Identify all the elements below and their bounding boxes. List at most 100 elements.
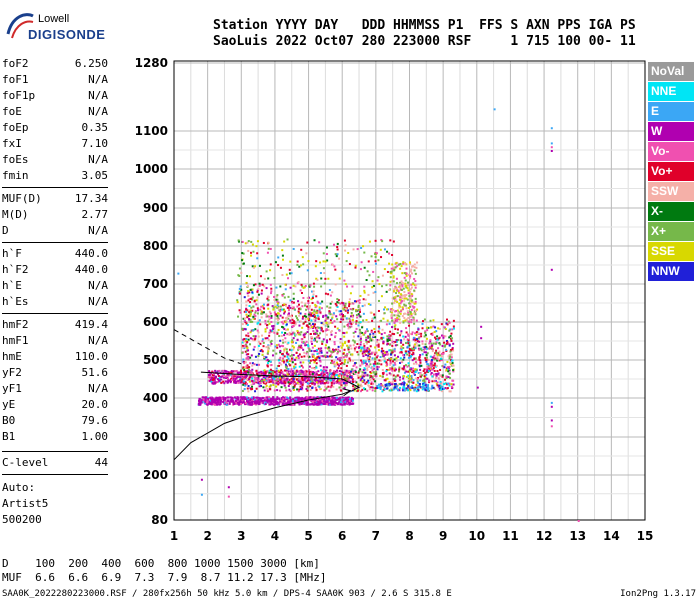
echo-point bbox=[277, 328, 280, 331]
echo-point bbox=[388, 349, 391, 352]
echo-point bbox=[410, 308, 413, 311]
echo-point bbox=[359, 339, 362, 342]
echo-point bbox=[256, 296, 259, 299]
echo-point bbox=[305, 252, 308, 255]
echo-point bbox=[345, 383, 348, 386]
echo-point bbox=[381, 369, 384, 372]
param-name: yF1 bbox=[2, 382, 22, 395]
echo-point bbox=[308, 373, 311, 376]
echo-point bbox=[245, 374, 248, 377]
echo-point bbox=[365, 279, 368, 282]
echo-point bbox=[292, 337, 295, 340]
echo-point bbox=[345, 398, 348, 401]
echo-point bbox=[267, 359, 270, 362]
echo-point bbox=[402, 368, 405, 371]
echo-point bbox=[242, 374, 245, 377]
echo-point bbox=[450, 353, 453, 356]
echo-point bbox=[298, 365, 301, 368]
echo-point bbox=[239, 311, 242, 314]
echo-point bbox=[211, 381, 214, 384]
echo-point bbox=[306, 269, 309, 272]
echo-point bbox=[317, 301, 320, 304]
echo-point bbox=[316, 350, 319, 353]
echo-point bbox=[244, 339, 247, 342]
echo-point bbox=[289, 321, 292, 324]
echo-point bbox=[375, 362, 378, 365]
echo-point bbox=[448, 344, 451, 347]
echo-point bbox=[421, 388, 424, 391]
param-name: M(D) bbox=[2, 208, 29, 221]
echo-point bbox=[367, 360, 370, 363]
echo-point bbox=[281, 338, 284, 341]
echo-point bbox=[321, 381, 324, 384]
echo-point bbox=[348, 326, 351, 329]
echo-point bbox=[391, 280, 394, 283]
echo-point bbox=[257, 396, 260, 399]
echo-point bbox=[407, 273, 410, 276]
echo-point bbox=[348, 344, 351, 347]
echo-point bbox=[412, 336, 415, 339]
echo-point bbox=[429, 339, 432, 342]
echo-point bbox=[323, 370, 326, 373]
echo-point bbox=[361, 375, 364, 378]
echo-point bbox=[285, 304, 288, 307]
echo-point bbox=[315, 340, 318, 343]
echo-point bbox=[406, 298, 409, 301]
echo-point bbox=[413, 389, 416, 392]
echo-point bbox=[407, 362, 410, 365]
echo-point bbox=[330, 355, 333, 358]
echo-point bbox=[386, 340, 389, 343]
echo-point bbox=[440, 357, 443, 360]
echo-point bbox=[350, 322, 353, 325]
echo-point bbox=[408, 351, 411, 354]
echo-point bbox=[290, 359, 293, 362]
echo-point bbox=[412, 346, 415, 349]
echo-point bbox=[390, 309, 393, 312]
echo-point bbox=[320, 375, 323, 378]
echo-point bbox=[404, 319, 407, 322]
echo-point bbox=[289, 260, 292, 263]
echo-point bbox=[345, 369, 348, 372]
echo-point bbox=[267, 307, 270, 310]
echo-point bbox=[438, 327, 441, 330]
echo-point bbox=[272, 383, 275, 386]
echo-point bbox=[345, 371, 348, 374]
echo-point bbox=[368, 347, 371, 350]
clevel-row: C-level 44 bbox=[2, 456, 108, 472]
echo-point bbox=[322, 323, 325, 326]
echo-point bbox=[394, 341, 397, 344]
echo-point bbox=[307, 302, 310, 305]
echo-point bbox=[371, 317, 374, 320]
echo-point bbox=[396, 344, 399, 347]
echo-point bbox=[341, 377, 344, 380]
echo-point bbox=[213, 403, 216, 406]
echo-point bbox=[299, 320, 302, 323]
echo-point bbox=[244, 398, 247, 401]
echo-point bbox=[277, 382, 280, 385]
echo-point bbox=[295, 315, 298, 318]
echo-point bbox=[449, 350, 452, 353]
echo-point bbox=[416, 386, 419, 389]
echo-point bbox=[395, 287, 398, 290]
echo-point bbox=[268, 385, 271, 388]
echo-point bbox=[285, 369, 288, 372]
echo-point bbox=[327, 385, 330, 388]
echo-point bbox=[347, 322, 350, 325]
echo-point bbox=[312, 403, 315, 406]
echo-point bbox=[394, 266, 397, 269]
echo-point bbox=[357, 304, 360, 307]
echo-point bbox=[301, 383, 304, 386]
echo-point bbox=[297, 354, 300, 357]
echo-point bbox=[327, 403, 330, 406]
echo-point bbox=[270, 315, 273, 318]
echo-point bbox=[403, 371, 406, 374]
echo-point bbox=[393, 358, 396, 361]
echo-point bbox=[308, 355, 311, 358]
echo-point bbox=[301, 396, 304, 399]
echo-point bbox=[317, 334, 320, 337]
echo-point bbox=[292, 365, 295, 368]
echo-point bbox=[391, 332, 394, 335]
echo-point bbox=[177, 272, 180, 275]
echo-point bbox=[239, 285, 242, 288]
footer-file-info: SAA0K_2022280223000.RSF / 280fx256h 50 k… bbox=[2, 589, 452, 599]
